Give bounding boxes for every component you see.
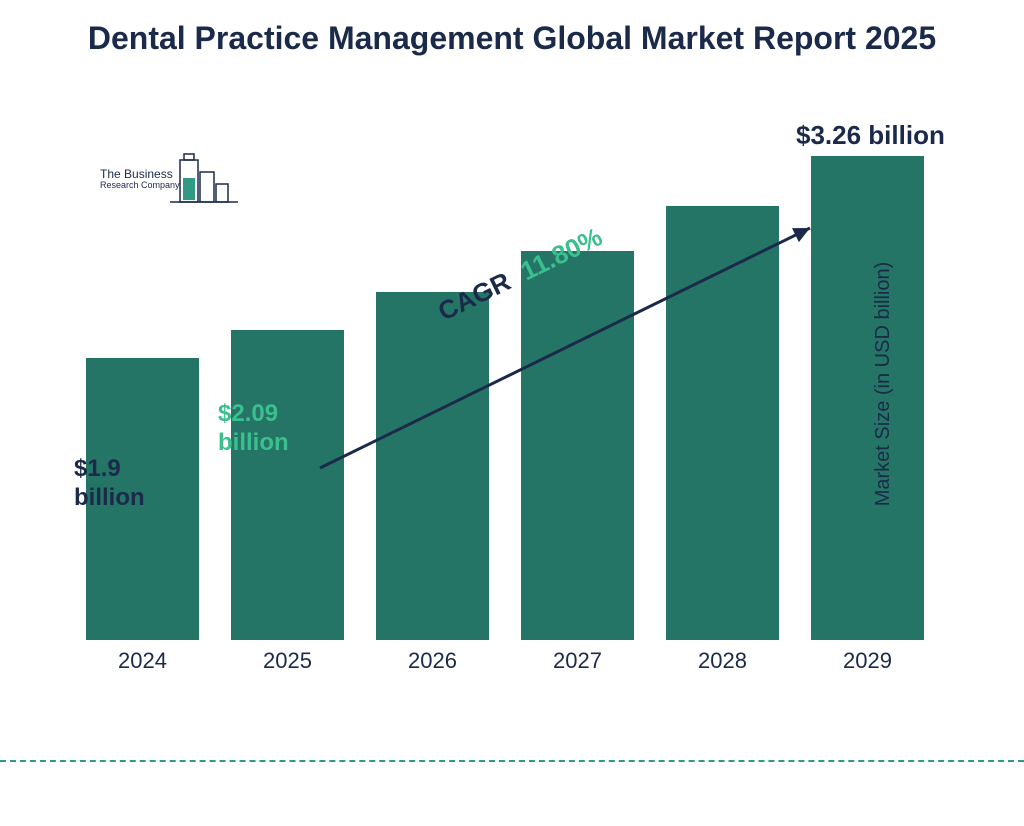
bar (376, 292, 489, 640)
x-axis-tick-label: 2026 (408, 648, 457, 674)
bar (521, 251, 634, 640)
bar-slot: 2029 (795, 120, 940, 640)
bar-slot: 2027 (505, 120, 650, 640)
chart-title: Dental Practice Management Global Market… (0, 0, 1024, 58)
x-axis-tick-label: 2025 (263, 648, 312, 674)
bar-slot: 2024 (70, 120, 215, 640)
x-axis-tick-label: 2024 (118, 648, 167, 674)
x-axis-tick-label: 2027 (553, 648, 602, 674)
value-callout: $1.9billion (74, 455, 145, 513)
bar-container: 202420252026202720282029 (70, 120, 940, 640)
x-axis-tick-label: 2029 (843, 648, 892, 674)
bar (231, 330, 344, 641)
value-callout: $2.09billion (218, 400, 289, 458)
chart-area: 202420252026202720282029 (70, 120, 940, 680)
x-axis-tick-label: 2028 (698, 648, 747, 674)
bar-slot: 2028 (650, 120, 795, 640)
bar-slot: 2026 (360, 120, 505, 640)
bar (811, 156, 924, 640)
value-callout: $3.26 billion (796, 120, 945, 151)
bar (666, 206, 779, 640)
bottom-dashed-border (0, 760, 1024, 762)
bar-slot: 2025 (215, 120, 360, 640)
y-axis-label: Market Size (in USD billion) (872, 262, 895, 507)
